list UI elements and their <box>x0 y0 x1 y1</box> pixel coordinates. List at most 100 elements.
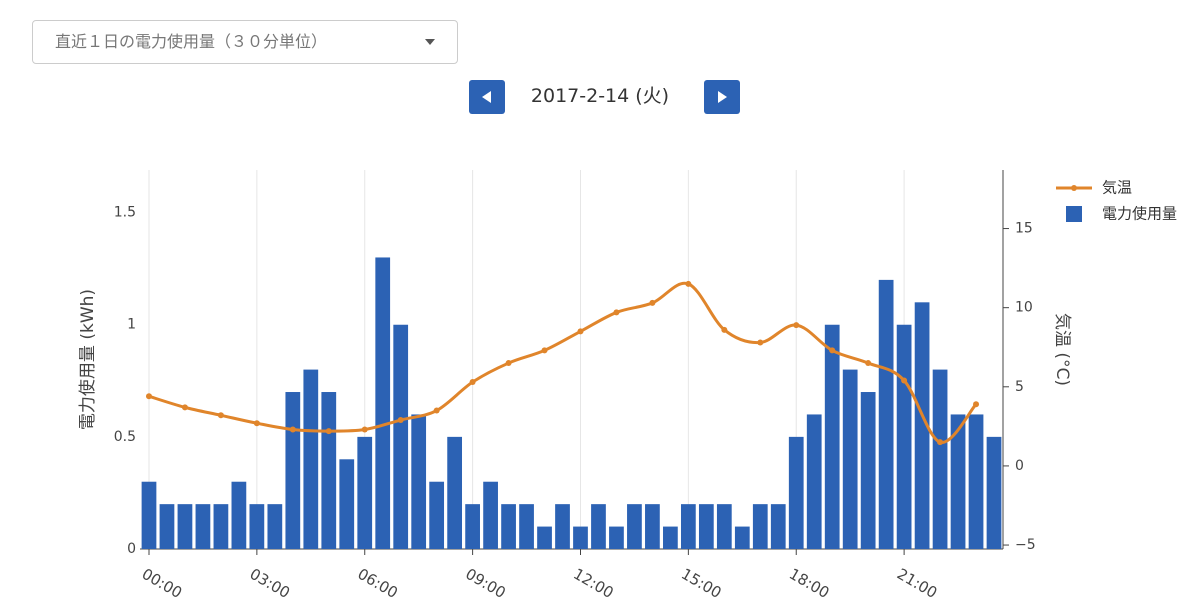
y2-tick-label: 10 <box>1015 300 1033 316</box>
temperature-line <box>148 281 978 444</box>
temperature-point <box>793 322 800 329</box>
bar <box>788 436 804 549</box>
next-button[interactable] <box>704 80 740 114</box>
bar <box>231 481 247 549</box>
bar <box>375 257 391 549</box>
x-tick-label: 00:00 <box>139 565 185 602</box>
y2-tick-label: 0 <box>1015 458 1024 474</box>
bar <box>716 504 732 549</box>
y-tick-label: 0 <box>127 541 136 557</box>
temperature-point <box>181 404 188 411</box>
y2-axis-title: 気温 (°C) <box>1052 313 1072 386</box>
bar <box>680 504 696 549</box>
bar <box>213 504 229 549</box>
bar <box>573 526 588 549</box>
x-tick-label: 03:00 <box>247 565 293 602</box>
y2-tick-label: −5 <box>1015 537 1036 553</box>
y-tick-label: 0.5 <box>114 429 136 445</box>
bar <box>303 369 319 549</box>
temperature-point <box>937 439 944 446</box>
temperature-point <box>685 280 692 287</box>
bar <box>914 302 930 549</box>
temperature-point <box>325 428 332 435</box>
y2-tick-label: 5 <box>1015 379 1024 395</box>
bar <box>411 414 427 549</box>
temperature-point <box>397 417 404 424</box>
bar <box>645 504 660 549</box>
x-tick-label: 15:00 <box>678 565 724 602</box>
temperature-point <box>253 420 260 427</box>
bar <box>986 436 1002 549</box>
next-icon <box>718 91 727 103</box>
bar <box>465 504 480 549</box>
bar <box>483 481 498 549</box>
bar <box>267 504 283 549</box>
bar <box>609 526 624 549</box>
temperature-point <box>649 299 656 306</box>
bar <box>429 481 445 549</box>
bar <box>249 504 265 549</box>
bar <box>321 392 337 549</box>
temperature-point <box>721 326 728 333</box>
bar <box>860 392 876 549</box>
temperature-point <box>505 360 512 367</box>
prev-icon <box>482 91 491 103</box>
temperature-point <box>469 379 476 386</box>
bar <box>896 324 912 549</box>
bar <box>734 526 750 549</box>
bar <box>447 436 463 549</box>
temperature-point <box>145 393 152 400</box>
date-label: 2017-2-14 (火) <box>530 85 670 107</box>
bar <box>591 504 606 549</box>
temperature-point <box>613 309 620 316</box>
y-tick-label: 1 <box>127 317 136 333</box>
temperature-point <box>757 339 764 346</box>
temperature-point <box>973 401 980 408</box>
bar <box>177 504 193 549</box>
temperature-point <box>901 377 908 384</box>
legend-label: 電力使用量 <box>1102 205 1177 223</box>
y2-tick-label: 15 <box>1015 221 1033 237</box>
bar <box>537 526 552 549</box>
x-tick-label: 06:00 <box>354 565 400 602</box>
legend-swatch <box>1066 206 1082 222</box>
bar <box>752 504 768 549</box>
temperature-point <box>865 360 872 367</box>
bar <box>663 526 678 549</box>
bar <box>339 459 355 549</box>
temperature-point <box>433 407 440 414</box>
bar <box>141 481 157 549</box>
legend-point <box>1071 185 1077 191</box>
bar <box>950 414 966 549</box>
dropdown-arrow <box>425 39 435 45</box>
bar <box>195 504 211 549</box>
temperature-point <box>217 412 224 419</box>
bar <box>698 504 714 549</box>
temperature-point <box>829 347 836 354</box>
y-tick-label: 1.5 <box>114 205 136 221</box>
bar <box>285 392 301 549</box>
bar <box>555 504 570 549</box>
x-tick-label: 12:00 <box>570 565 616 602</box>
prev-button[interactable] <box>469 80 505 114</box>
temperature-point <box>577 328 584 335</box>
dropdown-text: 直近１日の電力使用量（３０分単位） <box>55 32 328 51</box>
bar <box>159 504 175 549</box>
legend-label: 気温 <box>1102 179 1132 197</box>
bar <box>824 324 840 549</box>
x-tick-label: 18:00 <box>786 565 832 602</box>
x-tick-label: 09:00 <box>462 565 508 602</box>
dropdown[interactable]: 直近１日の電力使用量（３０分単位） <box>32 20 458 64</box>
x-tick-label: 21:00 <box>894 565 940 602</box>
bar <box>357 436 373 549</box>
bar <box>842 369 858 549</box>
bar <box>932 369 948 549</box>
temperature-point <box>289 426 296 433</box>
temperature-point <box>361 426 368 433</box>
temperature-point <box>541 347 548 354</box>
bar <box>519 504 534 549</box>
bar <box>878 279 894 549</box>
bar <box>770 504 786 549</box>
bar <box>501 504 516 549</box>
